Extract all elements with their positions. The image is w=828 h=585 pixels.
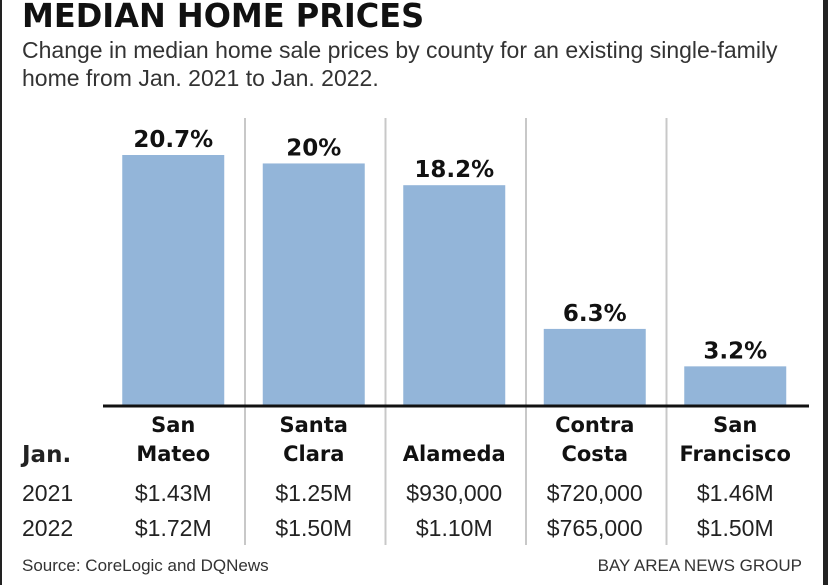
county-label: Santa: [279, 413, 348, 437]
bar-santa-clara: [262, 163, 365, 405]
price-cell-2021: $1.46M: [696, 480, 774, 506]
price-cell-2021: $1.25M: [275, 480, 353, 506]
row-year-2021: 2021: [22, 480, 74, 506]
price-cell-2021: $1.43M: [134, 480, 212, 506]
chart-title: MEDIAN HOME PRICES: [22, 0, 425, 35]
table-header-label: Jan.: [22, 442, 72, 468]
price-cell-2021: $930,000: [406, 480, 503, 506]
bar-san-francisco: [684, 366, 787, 405]
bar-value-label: 20.7%: [133, 127, 213, 153]
row-year-2022: 2022: [22, 515, 74, 541]
left-frame-border: [0, 0, 2, 585]
bar-contra-costa: [543, 328, 646, 405]
bar-value-label: 20%: [286, 135, 341, 161]
right-frame-border: [823, 0, 828, 585]
price-cell-2022: $1.50M: [275, 515, 353, 541]
county-label: Contra: [555, 413, 635, 437]
county-label: Costa: [561, 442, 629, 466]
price-cell-2022: $765,000: [546, 515, 643, 541]
bar-value-label: 6.3%: [563, 301, 627, 327]
county-label: Francisco: [679, 442, 791, 466]
county-label: San: [151, 413, 196, 437]
county-label: Alameda: [402, 442, 506, 466]
price-cell-2022: $1.72M: [134, 515, 212, 541]
bar-san-mateo: [122, 155, 225, 405]
price-cell-2022: $1.10M: [415, 515, 493, 541]
bar-value-label: 3.2%: [703, 338, 767, 364]
county-label: San: [713, 413, 758, 437]
source-note: Source: CoreLogic and DQNews: [22, 556, 269, 575]
chart-subtitle: Change in median home sale prices by cou…: [22, 37, 778, 91]
county-label: Mateo: [136, 442, 211, 466]
bar-alameda: [403, 185, 506, 405]
publisher-credit: BAY AREA NEWS GROUP: [597, 556, 802, 575]
price-cell-2021: $720,000: [546, 480, 643, 506]
price-cell-2022: $1.50M: [696, 515, 774, 541]
bar-value-label: 18.2%: [414, 157, 494, 183]
county-label: Clara: [283, 442, 345, 466]
